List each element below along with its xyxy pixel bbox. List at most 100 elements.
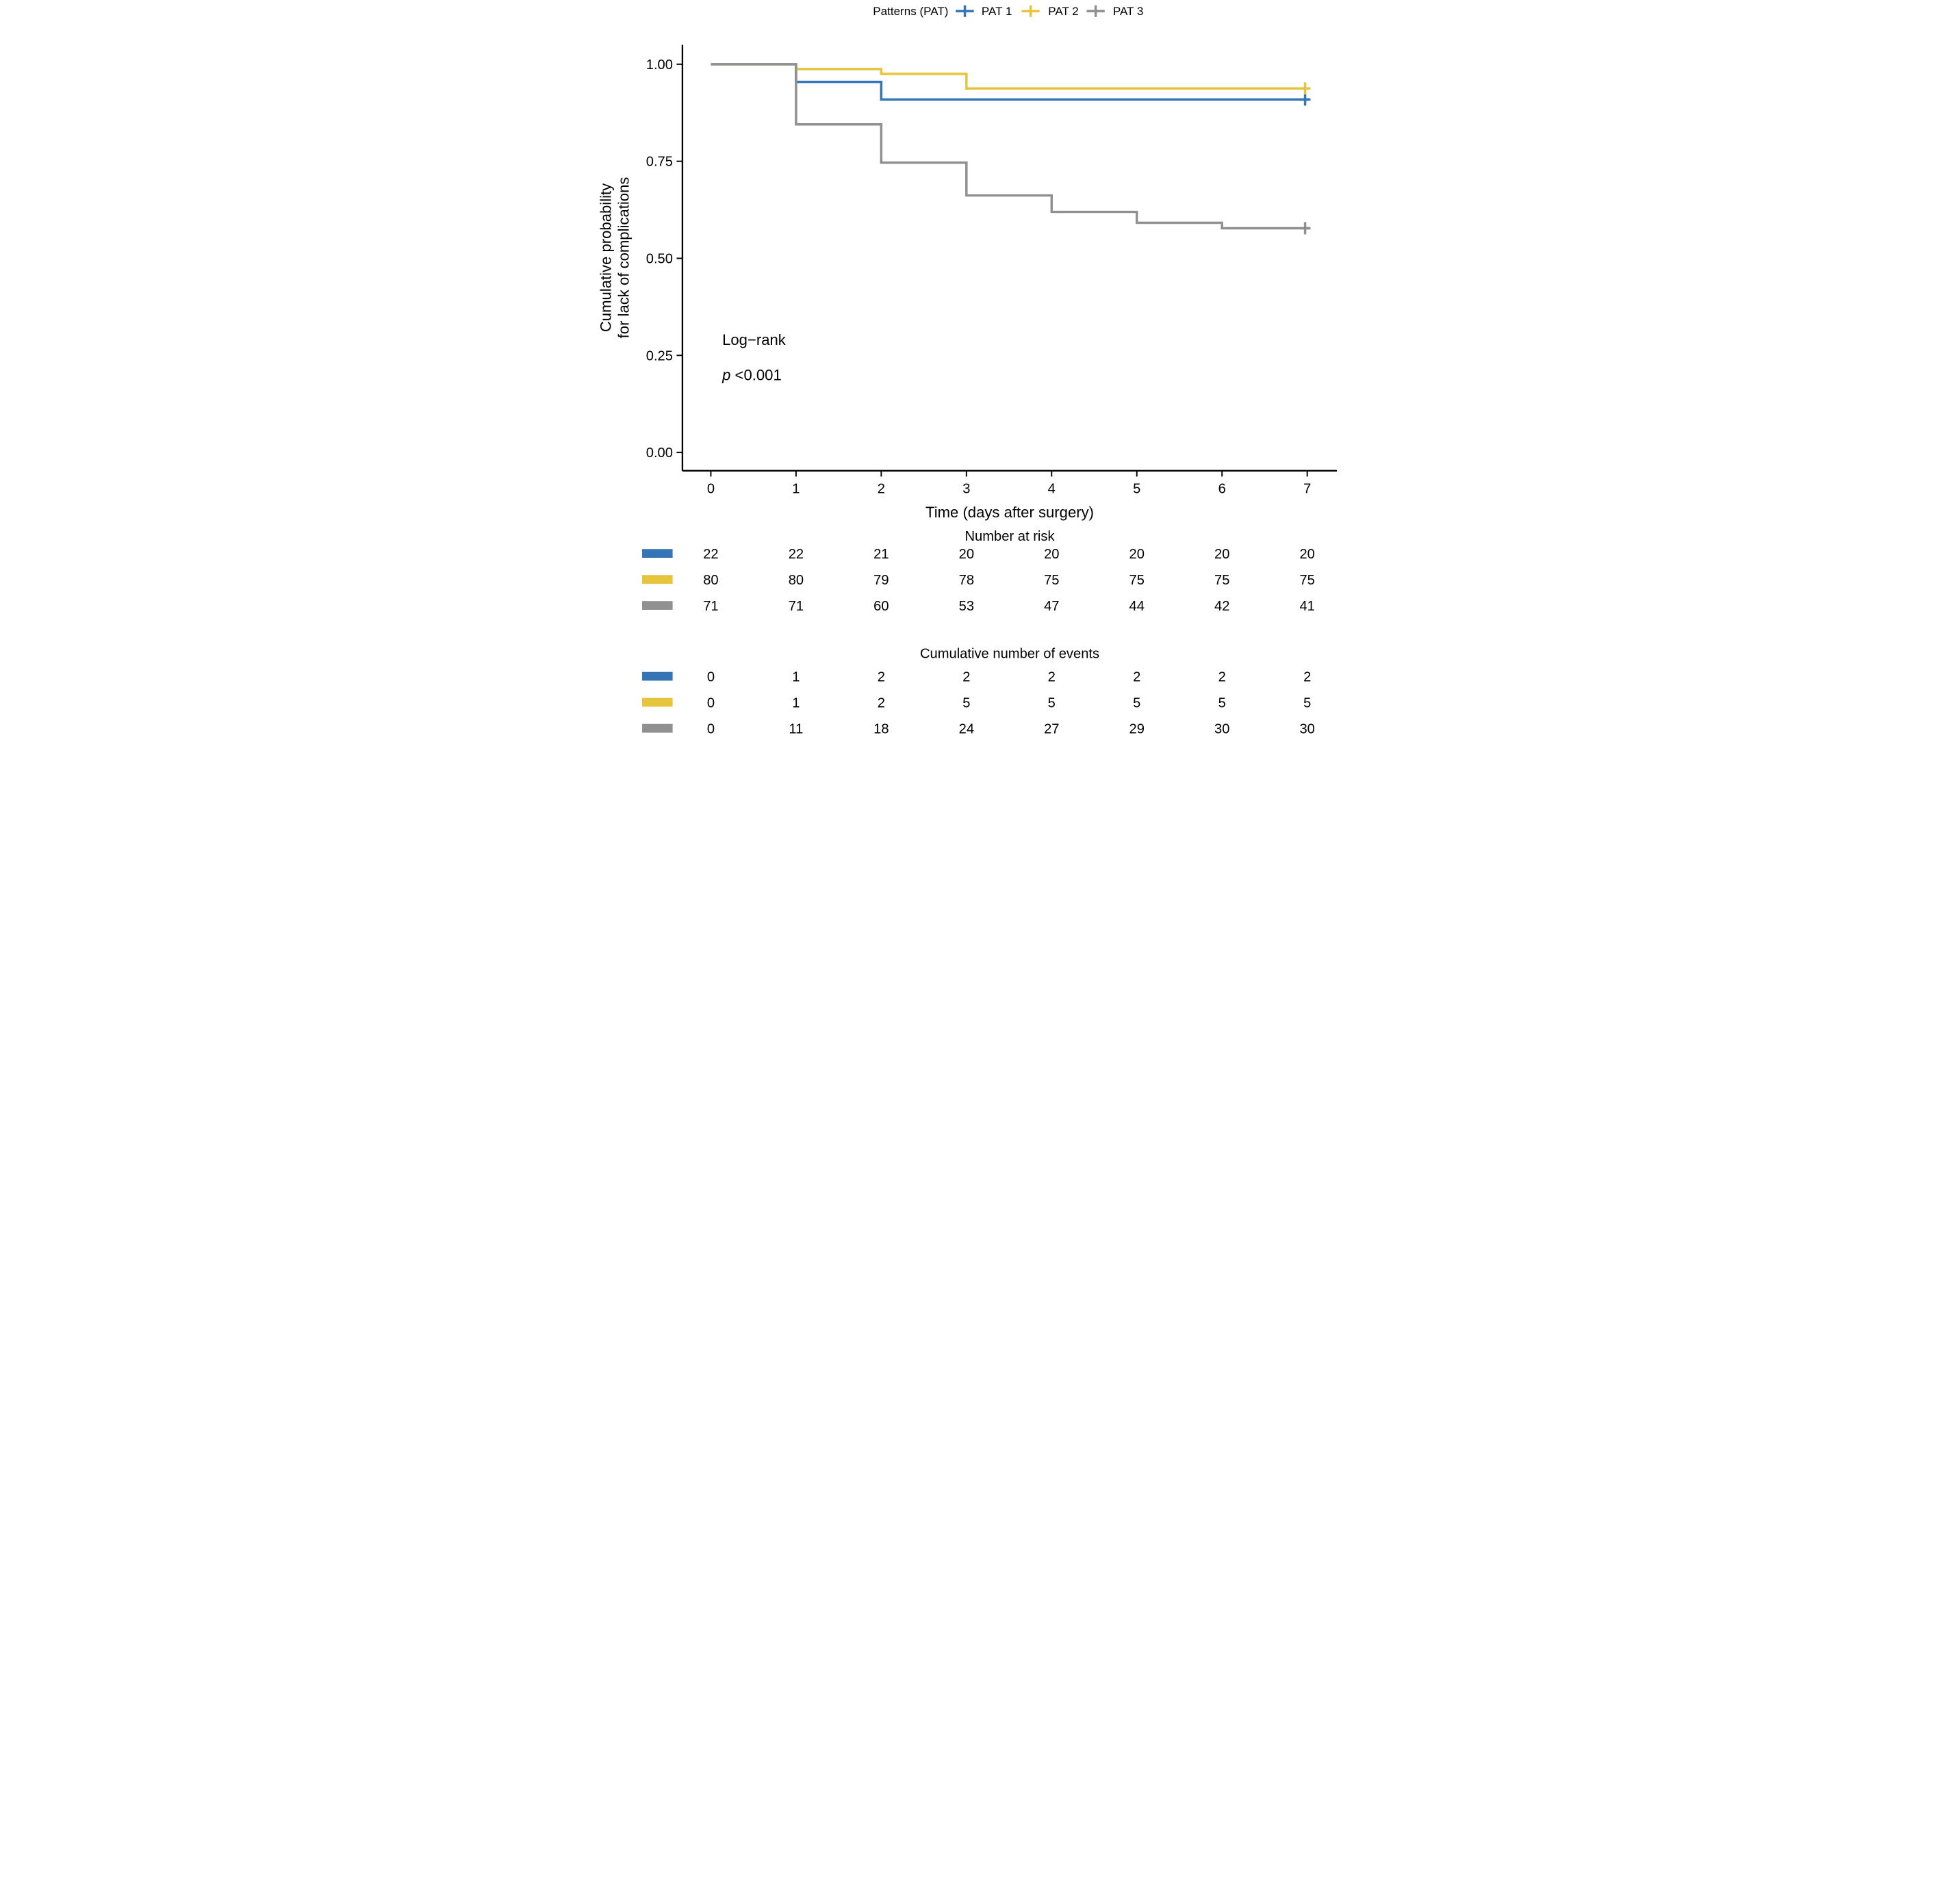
legend-entry-PAT-2: PAT 2 <box>1021 5 1078 18</box>
table-cell: 24 <box>958 722 973 737</box>
table-cell: 78 <box>958 573 973 588</box>
table-cell: 0 <box>706 696 714 711</box>
cumulative-events-title: Cumulative number of events <box>919 647 1099 662</box>
table-cell: 80 <box>788 573 803 588</box>
row-color-swatch <box>641 549 673 558</box>
table-cell: 2 <box>1218 670 1225 685</box>
table-cell: 71 <box>788 599 803 614</box>
table-cell: 2 <box>877 670 884 685</box>
table-cell: 30 <box>1299 722 1314 737</box>
table-cell: 18 <box>873 722 889 737</box>
table-cell: 5 <box>1218 696 1225 711</box>
table-cell: 42 <box>1214 599 1229 614</box>
x-tick-label: 6 <box>1218 481 1225 496</box>
table-cell: 75 <box>1129 573 1144 588</box>
y-tick-label: 0.75 <box>646 155 672 170</box>
table-cell: 1 <box>792 696 800 711</box>
y-axis-ticks: 1.00 0.75 0.50 0.25 0.00 <box>646 57 682 461</box>
x-tick-label: 3 <box>962 481 970 496</box>
table-cell: 60 <box>873 599 889 614</box>
table-cell: 2 <box>1133 670 1140 685</box>
cumulative-events-rows: 0 1 2 2 2 2 2 2 0 1 2 5 5 5 5 5 0 11 18 24 27 29 30 30 <box>641 670 1314 737</box>
table-cell: 71 <box>703 599 718 614</box>
table-cell: 5 <box>1047 696 1055 711</box>
y-tick-label: 1.00 <box>646 57 672 73</box>
table-cell: 75 <box>1214 573 1229 588</box>
table-row-PAT-3: 0 11 18 24 27 29 30 30 <box>641 722 1314 737</box>
row-color-swatch <box>641 575 673 584</box>
row-color-swatch <box>641 671 673 681</box>
survival-curve-PAT-2 <box>710 63 1310 90</box>
x-axis-ticks: 0 1 2 3 4 5 6 7 <box>706 470 1311 496</box>
table-cell: 0 <box>706 670 714 685</box>
table-cell: 1 <box>792 670 800 685</box>
table-cell: 22 <box>703 547 718 562</box>
p-value-text: p <0.001 <box>721 367 782 384</box>
table-cell: 79 <box>873 573 889 588</box>
table-cell: 44 <box>1129 599 1144 614</box>
legend-label: PAT 2 <box>1048 5 1079 18</box>
x-tick-label: 0 <box>706 481 714 496</box>
table-cell: 20 <box>958 547 973 562</box>
table-row-PAT-3: 71 71 60 53 47 44 42 41 <box>641 599 1314 614</box>
y-tick-label: 0.50 <box>646 251 672 266</box>
survival-curve-PAT-3 <box>710 63 1310 230</box>
table-cell: 2 <box>1303 670 1311 685</box>
table-cell: 75 <box>1299 573 1314 588</box>
table-cell: 5 <box>1303 696 1311 711</box>
table-cell: 2 <box>1047 670 1055 685</box>
survival-chart: Patterns (PAT) PAT 1 PAT 2 PAT 3 1.00 0.75 0… <box>594 0 1348 738</box>
row-color-swatch <box>641 697 673 707</box>
table-cell: 11 <box>789 722 803 737</box>
table-cell: 22 <box>788 547 803 562</box>
y-tick-label: 0.25 <box>646 348 672 363</box>
table-cell: 20 <box>1129 547 1144 562</box>
table-cell: 47 <box>1044 599 1059 614</box>
chart-legend: Patterns (PAT) PAT 1 PAT 2 PAT 3 <box>873 5 1143 18</box>
legend-title: Patterns (PAT) <box>873 5 948 18</box>
x-tick-label: 5 <box>1133 481 1140 496</box>
table-cell: 41 <box>1299 599 1314 614</box>
x-tick-label: 2 <box>877 481 884 496</box>
km-figure: Patterns (PAT) PAT 1 PAT 2 PAT 3 1.00 0.75 0… <box>594 0 1348 738</box>
logrank-annotation: Log−rank p <0.001 <box>721 331 787 384</box>
table-cell: 53 <box>958 599 973 614</box>
legend-entry-PAT-3: PAT 3 <box>1086 5 1143 18</box>
table-cell: 75 <box>1044 573 1059 588</box>
legend-entry-PAT-1: PAT 1 <box>955 5 1012 18</box>
table-cell: 20 <box>1299 547 1314 562</box>
table-cell: 20 <box>1214 547 1229 562</box>
number-at-risk-title: Number at risk <box>964 529 1055 544</box>
row-color-swatch <box>641 601 673 610</box>
legend-entries: PAT 1 PAT 2 PAT 3 <box>955 5 1143 18</box>
logrank-label: Log−rank <box>722 331 787 348</box>
table-cell: 21 <box>873 547 889 562</box>
legend-label: PAT 1 <box>981 5 1012 18</box>
y-tick-label: 0.00 <box>646 446 672 461</box>
table-cell: 5 <box>962 696 970 711</box>
table-cell: 2 <box>962 670 970 685</box>
legend-label: PAT 3 <box>1112 5 1143 18</box>
x-tick-label: 1 <box>792 481 800 496</box>
table-row-PAT-2: 80 80 79 78 75 75 75 75 <box>641 573 1314 588</box>
x-tick-label: 7 <box>1303 481 1311 496</box>
table-cell: 30 <box>1214 722 1229 737</box>
y-axis-title-line1: Cumulative probability <box>597 183 614 332</box>
table-cell: 2 <box>877 696 884 711</box>
p-value: <0.001 <box>730 367 781 384</box>
axes: 1.00 0.75 0.50 0.25 0.00 0 1 2 3 4 5 6 7 Time (days… <box>597 44 1337 521</box>
row-color-swatch <box>641 723 673 733</box>
table-cell: 20 <box>1044 547 1059 562</box>
table-row-PAT-1: 0 1 2 2 2 2 2 2 <box>641 670 1311 685</box>
x-axis-title: Time (days after surgery) <box>925 504 1094 521</box>
table-cell: 0 <box>706 722 714 737</box>
survival-curves <box>710 63 1310 235</box>
y-axis-title-line2: for lack of complications <box>615 177 632 339</box>
x-tick-label: 4 <box>1047 481 1055 496</box>
table-cell: 80 <box>703 573 718 588</box>
p-symbol: p <box>721 367 730 384</box>
table-cell: 27 <box>1044 722 1059 737</box>
table-cell: 5 <box>1133 696 1140 711</box>
table-row-PAT-1: 22 22 21 20 20 20 20 20 <box>641 547 1314 562</box>
